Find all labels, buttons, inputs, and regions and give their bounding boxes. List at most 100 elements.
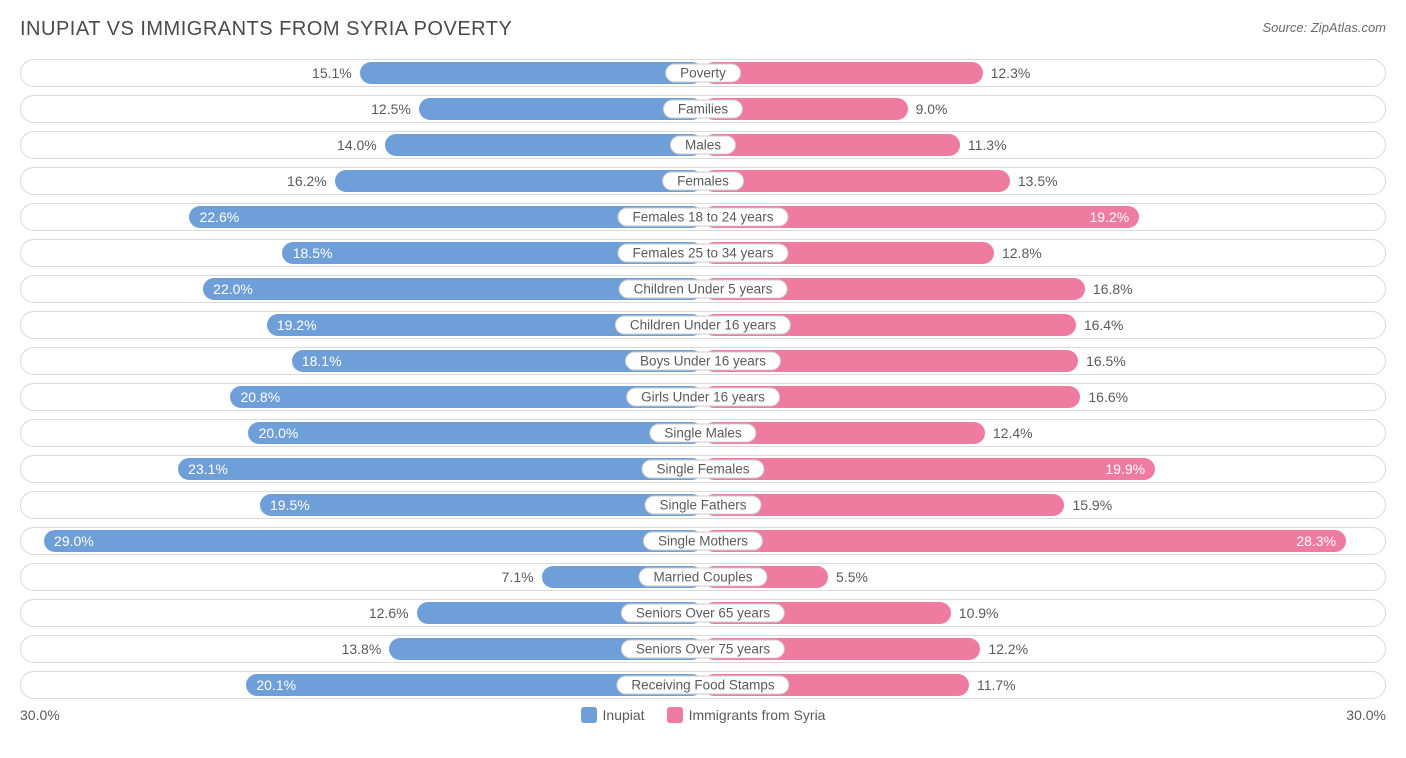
bar-left xyxy=(260,494,703,516)
half-left: 18.5% xyxy=(21,240,703,266)
half-right: 12.8% xyxy=(703,240,1385,266)
value-label-right: 5.5% xyxy=(836,569,868,585)
chart-row: 14.0% 11.3% Males xyxy=(20,131,1386,159)
half-left: 19.2% xyxy=(21,312,703,338)
bar-left xyxy=(178,458,703,480)
half-left: 20.0% xyxy=(21,420,703,446)
half-left: 15.1% xyxy=(21,60,703,86)
chart-row: 12.5%9.0%Families xyxy=(20,95,1386,123)
category-label: Single Mothers xyxy=(643,532,763,551)
half-left: 14.0% xyxy=(21,132,703,158)
half-right: 28.3% xyxy=(703,528,1385,554)
half-right: 10.9% xyxy=(703,600,1385,626)
value-label-right: 16.4% xyxy=(1084,317,1124,333)
axis-max-left: 30.0% xyxy=(20,707,100,723)
half-left: 23.1% xyxy=(21,456,703,482)
value-label-right: 11.3% xyxy=(968,137,1007,153)
value-label-right: 19.2% xyxy=(1089,209,1129,225)
category-label: Single Fathers xyxy=(644,496,761,515)
half-right: 11.3% xyxy=(703,132,1385,158)
chart-row: 22.0% 16.8%Children Under 5 years xyxy=(20,275,1386,303)
value-label-left: 22.0% xyxy=(213,281,253,297)
bar-left xyxy=(419,98,703,120)
value-label-left: 12.5% xyxy=(371,101,411,117)
value-label-left: 19.5% xyxy=(270,497,310,513)
category-label: Receiving Food Stamps xyxy=(616,676,789,695)
legend-item-left: Inupiat xyxy=(581,707,645,723)
half-left: 20.8% xyxy=(21,384,703,410)
value-label-right: 9.0% xyxy=(916,101,948,117)
value-label-left: 29.0% xyxy=(54,533,94,549)
category-label: Seniors Over 75 years xyxy=(621,640,785,659)
value-label-left: 18.5% xyxy=(293,245,333,261)
value-label-left: 20.0% xyxy=(259,425,299,441)
half-left: 22.6% xyxy=(21,204,703,230)
chart-row: 18.1%16.5%Boys Under 16 years xyxy=(20,347,1386,375)
value-label-left: 19.2% xyxy=(277,317,317,333)
bar-left xyxy=(385,134,703,156)
bar-left xyxy=(44,530,703,552)
value-label-left: 18.1% xyxy=(302,353,342,369)
chart-row: 29.0% 28.3% Single Mothers xyxy=(20,527,1386,555)
legend-swatch-right xyxy=(667,707,683,723)
half-right: 16.5% xyxy=(703,348,1385,374)
half-right: 15.9% xyxy=(703,492,1385,518)
chart-header: INUPIAT VS IMMIGRANTS FROM SYRIA POVERTY… xyxy=(20,18,1386,41)
chart-row: 7.1%5.5%Married Couples xyxy=(20,563,1386,591)
category-label: Girls Under 16 years xyxy=(626,388,780,407)
half-left: 19.5% xyxy=(21,492,703,518)
legend-swatch-left xyxy=(581,707,597,723)
category-label: Children Under 16 years xyxy=(615,316,791,335)
value-label-left: 20.1% xyxy=(256,677,296,693)
category-label: Seniors Over 65 years xyxy=(621,604,785,623)
value-label-left: 12.6% xyxy=(369,605,409,621)
value-label-right: 12.3% xyxy=(991,65,1031,81)
category-label: Children Under 5 years xyxy=(619,280,788,299)
legend-label-right: Immigrants from Syria xyxy=(689,707,826,723)
bar-left xyxy=(248,422,703,444)
category-label: Males xyxy=(670,136,736,155)
half-right: 16.4% xyxy=(703,312,1385,338)
value-label-left: 22.6% xyxy=(200,209,240,225)
value-label-left: 20.8% xyxy=(240,389,280,405)
value-label-right: 16.5% xyxy=(1086,353,1126,369)
category-label: Females 18 to 24 years xyxy=(617,208,788,227)
value-label-left: 13.8% xyxy=(342,641,382,657)
half-left: 29.0% xyxy=(21,528,703,554)
chart-source: Source: ZipAtlas.com xyxy=(1262,18,1386,35)
chart-row: 22.6% 19.2% Females 18 to 24 years xyxy=(20,203,1386,231)
half-right: 16.8% xyxy=(703,276,1385,302)
axis-max-right: 30.0% xyxy=(1306,707,1386,723)
value-label-left: 16.2% xyxy=(287,173,327,189)
value-label-right: 13.5% xyxy=(1018,173,1058,189)
half-left: 18.1% xyxy=(21,348,703,374)
chart-row: 23.1%19.9%Single Females xyxy=(20,455,1386,483)
category-label: Females xyxy=(662,172,744,191)
bar-right xyxy=(703,458,1155,480)
chart-row: 16.2% 13.5% Females xyxy=(20,167,1386,195)
half-left: 20.1% xyxy=(21,672,703,698)
chart-area: 15.1%12.3%Poverty12.5%9.0%Families14.0%1… xyxy=(20,59,1386,699)
half-right: 12.2% xyxy=(703,636,1385,662)
value-label-right: 10.9% xyxy=(959,605,999,621)
bar-right xyxy=(703,530,1346,552)
half-left: 7.1% xyxy=(21,564,703,590)
chart-row: 20.8%16.6%Girls Under 16 years xyxy=(20,383,1386,411)
bar-right xyxy=(703,134,960,156)
chart-title: INUPIAT VS IMMIGRANTS FROM SYRIA POVERTY xyxy=(20,18,512,41)
half-left: 16.2% xyxy=(21,168,703,194)
legend: Inupiat Immigrants from Syria xyxy=(581,707,826,723)
bar-right xyxy=(703,62,983,84)
half-right: 12.4% xyxy=(703,420,1385,446)
category-label: Poverty xyxy=(665,64,741,83)
value-label-right: 15.9% xyxy=(1072,497,1112,513)
half-right: 5.5% xyxy=(703,564,1385,590)
value-label-right: 28.3% xyxy=(1296,533,1336,549)
category-label: Females 25 to 34 years xyxy=(617,244,788,263)
half-left: 13.8% xyxy=(21,636,703,662)
value-label-right: 12.2% xyxy=(988,641,1028,657)
bar-left xyxy=(360,62,703,84)
value-label-left: 7.1% xyxy=(502,569,534,585)
chart-row: 20.1%11.7%Receiving Food Stamps xyxy=(20,671,1386,699)
chart-row: 13.8% 12.2% Seniors Over 75 years xyxy=(20,635,1386,663)
